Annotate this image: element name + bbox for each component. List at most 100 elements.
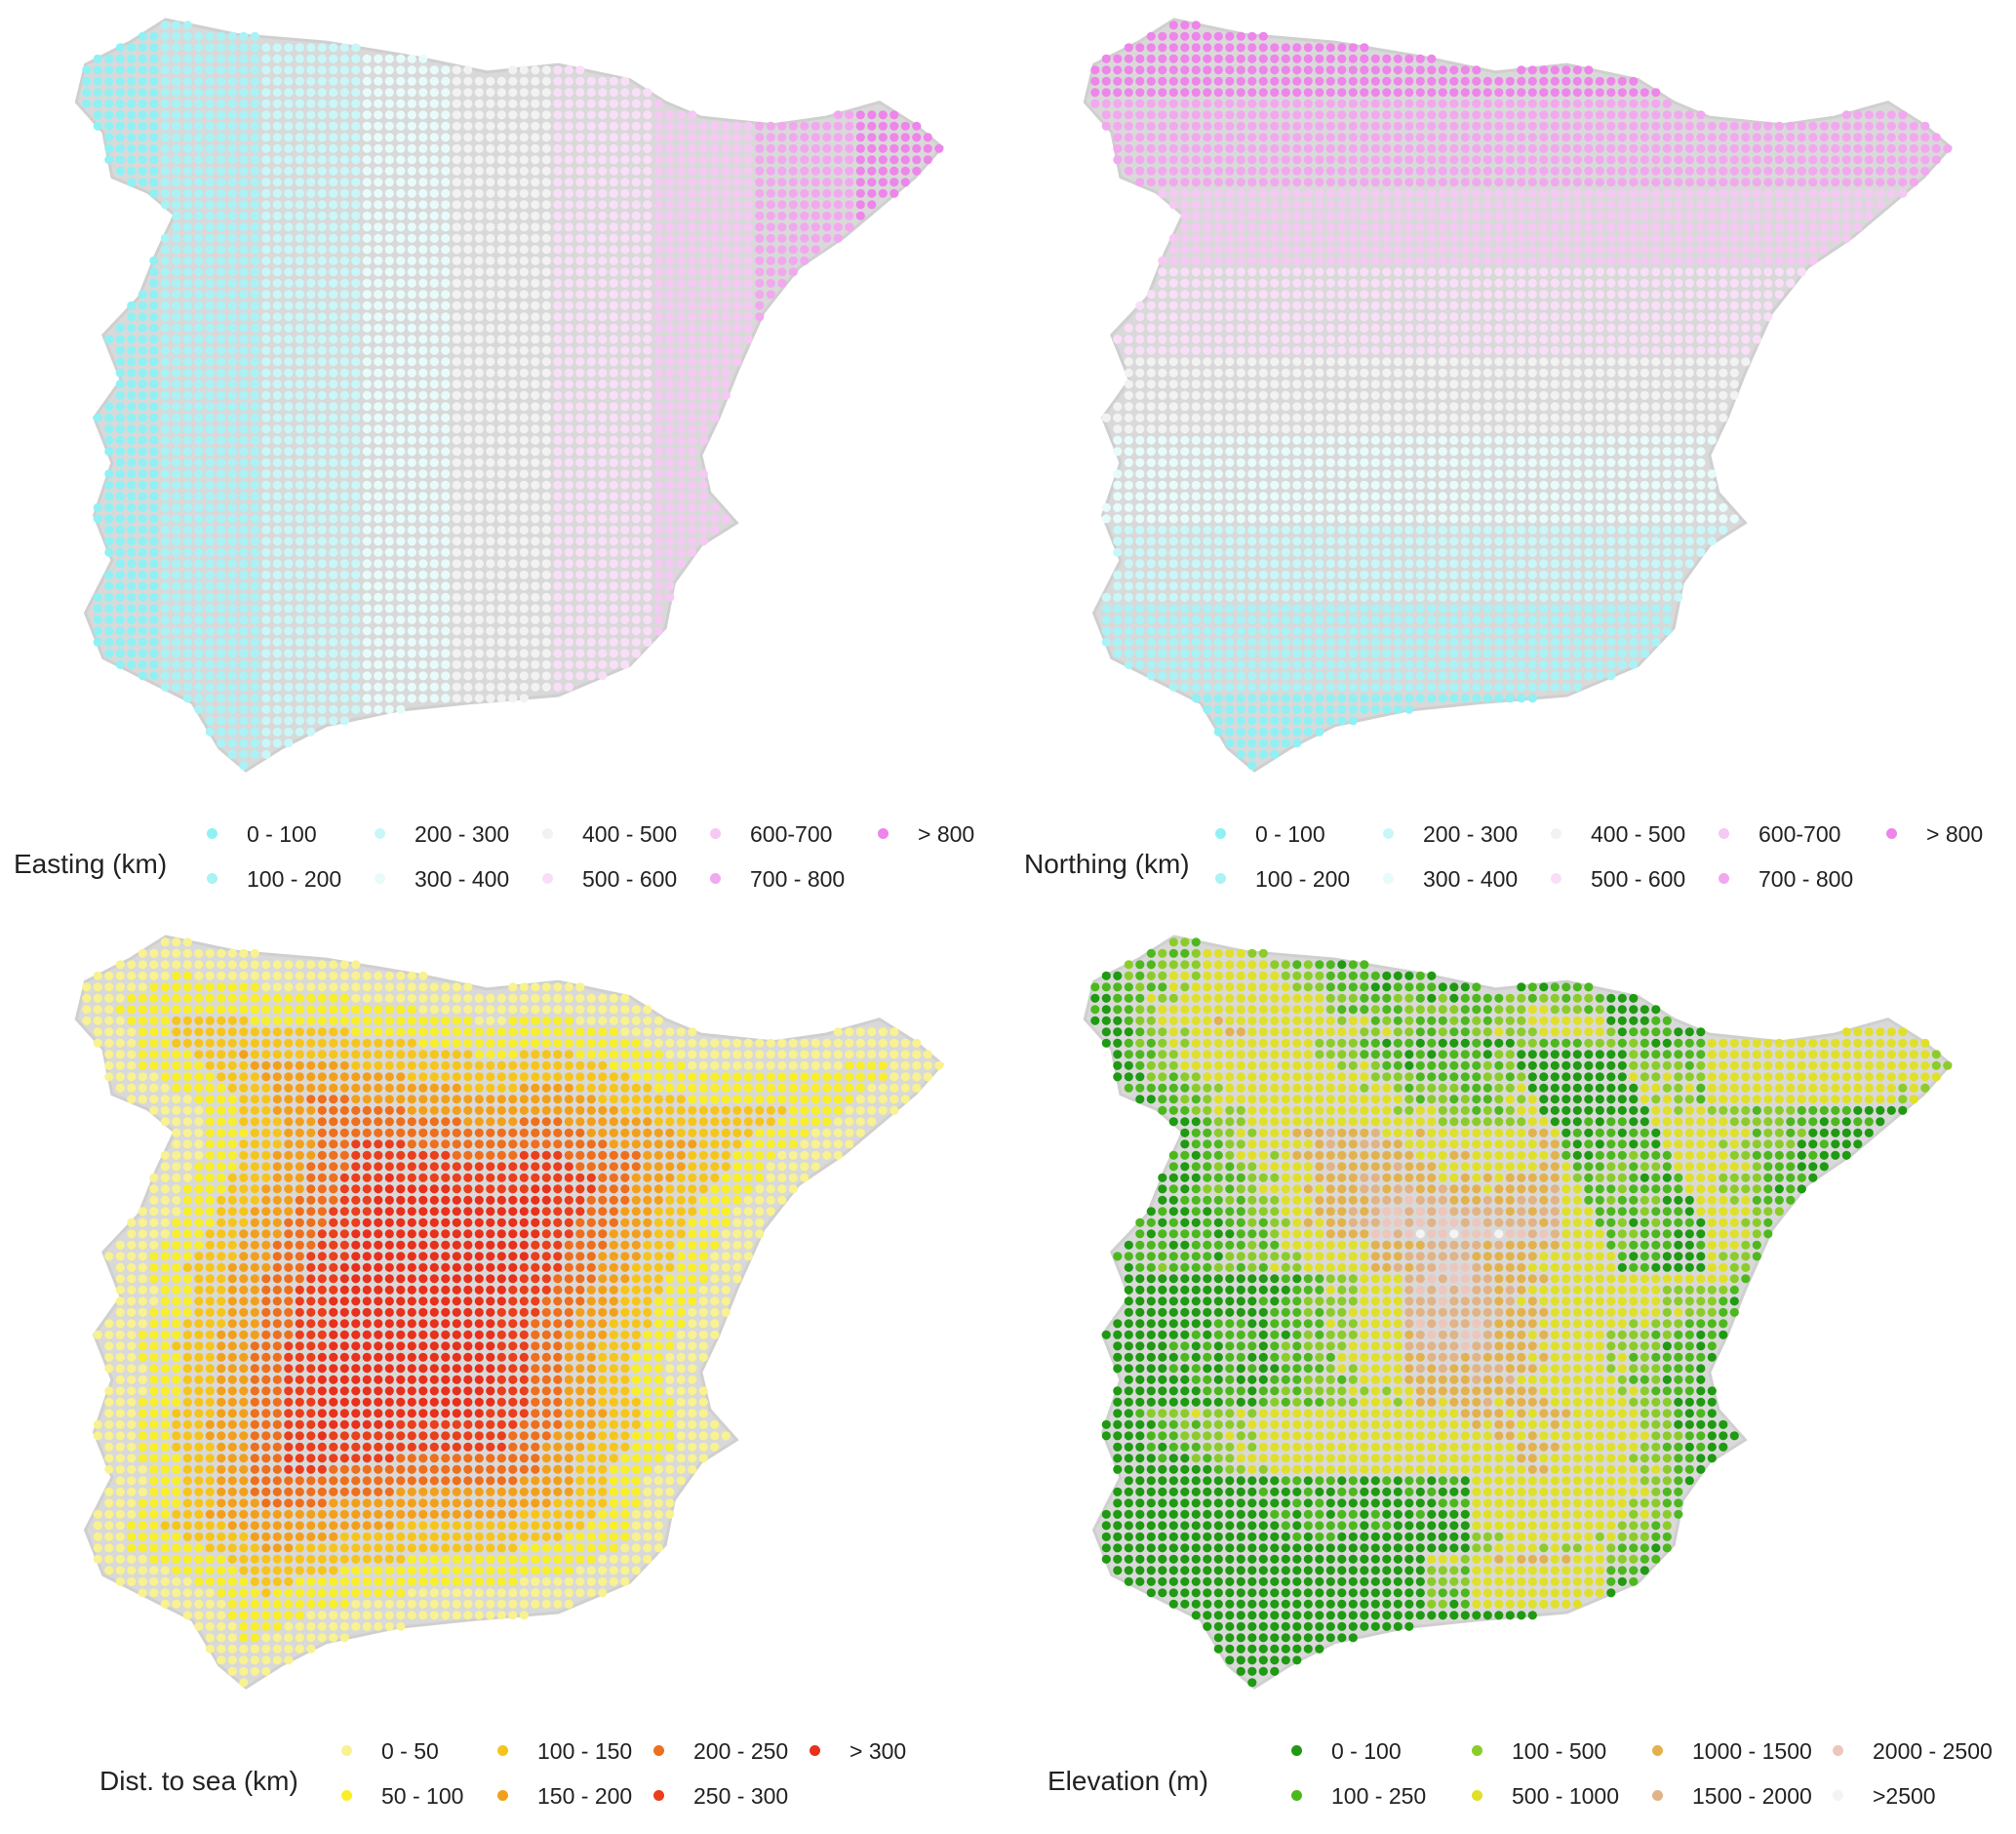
grid-point xyxy=(653,626,663,636)
grid-point xyxy=(194,694,204,703)
grid-point xyxy=(1595,300,1604,310)
grid-point xyxy=(531,626,540,636)
grid-point xyxy=(710,155,720,165)
grid-point xyxy=(172,300,181,310)
grid-point xyxy=(508,200,518,210)
grid-point xyxy=(1572,143,1582,153)
grid-point xyxy=(138,323,147,333)
grid-point xyxy=(1831,143,1840,153)
grid-point xyxy=(160,570,170,579)
grid-point xyxy=(374,323,383,333)
grid-point xyxy=(463,65,473,75)
grid-point xyxy=(541,390,551,400)
grid-point xyxy=(149,357,159,367)
grid-point xyxy=(227,323,237,333)
grid-point xyxy=(496,267,506,277)
grid-point xyxy=(1449,256,1459,265)
grid-point xyxy=(609,514,618,524)
grid-point xyxy=(104,402,114,412)
grid-point xyxy=(1348,345,1358,355)
grid-point xyxy=(1360,99,1369,108)
grid-point xyxy=(508,390,518,400)
grid-point xyxy=(698,256,708,265)
grid-point xyxy=(452,671,461,681)
grid-point xyxy=(1774,290,1784,299)
grid-point xyxy=(1539,121,1549,131)
grid-point xyxy=(182,65,192,75)
grid-point xyxy=(194,649,204,658)
grid-point xyxy=(1225,312,1235,322)
grid-point xyxy=(688,357,697,367)
grid-point xyxy=(586,458,596,467)
grid-point xyxy=(362,345,372,355)
grid-point xyxy=(1325,76,1335,86)
grid-point xyxy=(1247,166,1257,176)
grid-point xyxy=(194,335,204,344)
grid-point xyxy=(407,559,416,569)
grid-point xyxy=(1247,54,1257,63)
grid-point xyxy=(227,514,237,524)
grid-point xyxy=(441,413,451,422)
grid-point xyxy=(306,592,316,602)
grid-point xyxy=(1674,245,1683,255)
grid-point xyxy=(631,570,641,579)
grid-point xyxy=(1572,312,1582,322)
grid-point xyxy=(1158,65,1167,75)
grid-point xyxy=(1527,211,1537,220)
grid-point xyxy=(508,335,518,344)
grid-point xyxy=(351,570,361,579)
grid-point xyxy=(194,222,204,232)
grid-point xyxy=(620,615,630,624)
grid-point xyxy=(452,492,461,501)
grid-point xyxy=(362,245,372,255)
grid-point xyxy=(1325,65,1335,75)
grid-point xyxy=(609,537,618,546)
grid-point xyxy=(486,492,495,501)
grid-point xyxy=(474,390,484,400)
grid-point xyxy=(1315,323,1324,333)
grid-point xyxy=(205,345,215,355)
grid-point xyxy=(284,222,294,232)
grid-point xyxy=(1674,267,1683,277)
grid-point xyxy=(362,188,372,198)
grid-point xyxy=(833,121,843,131)
grid-point xyxy=(138,615,147,624)
grid-point xyxy=(374,559,383,569)
grid-point xyxy=(755,155,765,165)
grid-point xyxy=(1449,88,1459,98)
grid-point xyxy=(463,121,473,131)
grid-point xyxy=(676,312,686,322)
grid-point xyxy=(519,525,529,535)
grid-point xyxy=(643,278,652,288)
grid-point xyxy=(452,514,461,524)
grid-point xyxy=(474,458,484,467)
grid-point xyxy=(1517,121,1526,131)
grid-point xyxy=(1315,99,1324,108)
grid-point xyxy=(1617,155,1627,165)
grid-point xyxy=(1325,143,1335,153)
grid-point xyxy=(1191,335,1201,344)
grid-point xyxy=(115,637,125,647)
grid-point xyxy=(429,245,439,255)
grid-point xyxy=(900,166,910,176)
grid-point xyxy=(531,143,540,153)
grid-point xyxy=(351,469,361,479)
grid-point xyxy=(1539,143,1549,153)
grid-point xyxy=(541,514,551,524)
grid-point xyxy=(1595,256,1604,265)
grid-point xyxy=(329,458,338,467)
grid-point xyxy=(631,233,641,243)
grid-point xyxy=(575,649,585,658)
grid-point xyxy=(418,413,428,422)
grid-point xyxy=(508,379,518,389)
grid-point xyxy=(519,88,529,98)
grid-point xyxy=(441,200,451,210)
grid-point xyxy=(452,88,461,98)
grid-point xyxy=(384,54,394,63)
grid-point xyxy=(295,300,304,310)
grid-point xyxy=(564,514,573,524)
grid-point xyxy=(1213,290,1223,299)
grid-point xyxy=(665,278,675,288)
grid-point xyxy=(1831,178,1840,187)
grid-point xyxy=(182,256,192,265)
